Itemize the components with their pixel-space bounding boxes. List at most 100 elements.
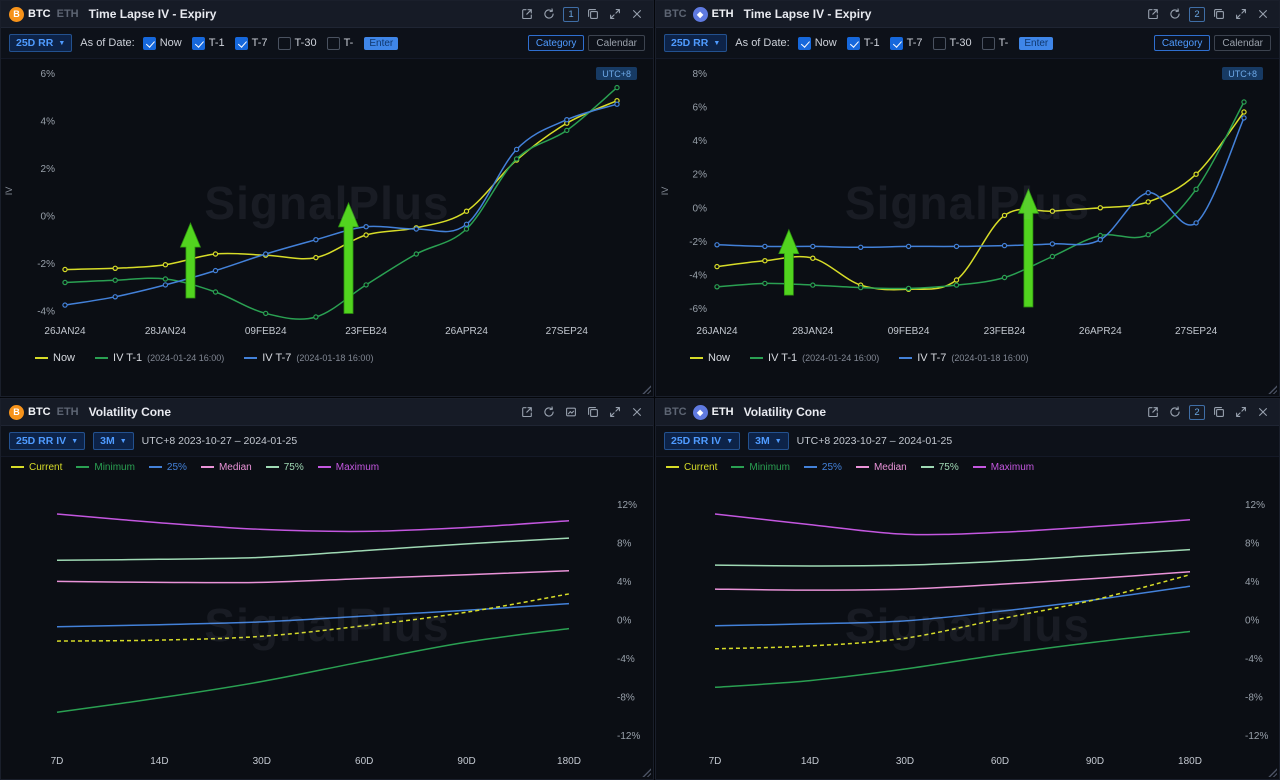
t-custom-input[interactable]: Enter xyxy=(364,36,399,50)
duplicate-icon[interactable] xyxy=(1211,404,1227,420)
refresh-icon[interactable] xyxy=(1167,404,1183,420)
coin-toggle-btc[interactable]: B BTC xyxy=(9,404,51,420)
time-lapse-iv-chart[interactable]: 6% 4% 2% 0% -2% -4% 26JAN24 28JAN24 09FEB24 23FEB… xyxy=(1,59,653,347)
coin-toggle-eth[interactable]: ◆ ETH xyxy=(692,404,734,420)
calendar-button[interactable]: Calendar xyxy=(588,35,645,51)
counter-badge[interactable]: 1 xyxy=(563,6,579,22)
legend-item-25-[interactable]: 25% xyxy=(803,462,842,473)
cone-chart-area[interactable]: 12% 8% 4% 0% -4% -8% -12% 7D 14D 30D 60D 90D 180D Si… xyxy=(656,477,1279,773)
save-image-icon[interactable] xyxy=(563,404,579,420)
rr-dropdown[interactable]: 25D RR ▼ xyxy=(9,34,73,52)
cone-chart-area[interactable]: 12% 8% 4% 0% -4% -8% -12% 7D 14D 30D 60D 90D 180D Si… xyxy=(1,477,653,773)
iv-chart-area[interactable]: 8% 6% 4% 2% 0% -2% -4% -6% 26JAN24 28JAN24 09FEB24… xyxy=(656,59,1279,347)
duplicate-icon[interactable] xyxy=(585,404,601,420)
close-icon[interactable] xyxy=(1255,6,1271,22)
svg-text:2%: 2% xyxy=(41,164,56,175)
legend-item-minimum[interactable]: Minimum xyxy=(731,462,790,473)
open-external-icon[interactable] xyxy=(1145,404,1161,420)
checkbox-box[interactable] xyxy=(846,36,860,50)
checkbox-t-1[interactable]: T-1 xyxy=(846,36,880,50)
checkbox-now[interactable]: Now xyxy=(797,36,837,50)
legend-item-75-[interactable]: 75% xyxy=(920,462,959,473)
svg-text:60D: 60D xyxy=(991,756,1009,767)
checkbox-box[interactable] xyxy=(932,36,946,50)
legend-item-current[interactable]: Current xyxy=(666,462,717,473)
duplicate-icon[interactable] xyxy=(1211,6,1227,22)
category-button[interactable]: Category xyxy=(527,35,585,51)
coin-toggle-btc[interactable]: BTC xyxy=(664,8,687,20)
resize-handle[interactable] xyxy=(642,768,651,777)
resize-handle[interactable] xyxy=(1268,385,1277,394)
open-external-icon[interactable] xyxy=(519,6,535,22)
checkbox-t-7[interactable]: T-7 xyxy=(234,36,268,50)
legend-item-iv-t-7[interactable]: IV T-7 (2024-01-18 16:00) xyxy=(244,352,373,364)
expand-icon[interactable] xyxy=(1233,404,1249,420)
legend-item-25-[interactable]: 25% xyxy=(148,462,187,473)
metric-dropdown[interactable]: 25D RR IV ▼ xyxy=(664,432,741,450)
checkbox-t-30[interactable]: T-30 xyxy=(277,36,317,50)
counter-badge[interactable]: 2 xyxy=(1189,404,1205,420)
legend-item-iv-t-1[interactable]: IV T-1 (2024-01-24 16:00) xyxy=(95,352,224,364)
checkbox-t-7[interactable]: T-7 xyxy=(889,36,923,50)
coin-toggle-btc[interactable]: B BTC xyxy=(9,6,51,22)
close-icon[interactable] xyxy=(629,404,645,420)
svg-text:IV: IV xyxy=(4,187,14,196)
refresh-icon[interactable] xyxy=(1167,6,1183,22)
checkbox-box[interactable] xyxy=(191,36,205,50)
time-lapse-iv-chart[interactable]: 8% 6% 4% 2% 0% -2% -4% -6% 26JAN24 28JAN24 09FEB24… xyxy=(656,59,1279,347)
expand-icon[interactable] xyxy=(607,404,623,420)
refresh-icon[interactable] xyxy=(541,6,557,22)
checkbox-box[interactable] xyxy=(326,36,340,50)
legend-item-maximum[interactable]: Maximum xyxy=(317,462,379,473)
expand-icon[interactable] xyxy=(607,6,623,22)
open-external-icon[interactable] xyxy=(519,404,535,420)
panel-header: B BTC ETH Volatility Cone xyxy=(1,399,653,426)
close-icon[interactable] xyxy=(1255,404,1271,420)
checkbox-box[interactable] xyxy=(981,36,995,50)
expand-icon[interactable] xyxy=(1233,6,1249,22)
tenor-dropdown[interactable]: 3M ▼ xyxy=(748,432,789,450)
iv-chart-area[interactable]: 6% 4% 2% 0% -2% -4% 26JAN24 28JAN24 09FEB24 23FEB… xyxy=(1,59,653,347)
coin-toggle-eth[interactable]: ETH xyxy=(57,406,79,418)
checkbox-label: T-30 xyxy=(949,37,972,49)
legend-item-75-[interactable]: 75% xyxy=(265,462,304,473)
checkbox-t-1[interactable]: T-1 xyxy=(191,36,225,50)
svg-text:09FEB24: 09FEB24 xyxy=(888,326,930,337)
legend-item-now[interactable]: Now xyxy=(690,352,730,364)
resize-handle[interactable] xyxy=(1268,768,1277,777)
legend-item-maximum[interactable]: Maximum xyxy=(972,462,1034,473)
legend-item-median[interactable]: Median xyxy=(200,462,252,473)
metric-dropdown[interactable]: 25D RR IV ▼ xyxy=(9,432,86,450)
rr-dropdown[interactable]: 25D RR ▼ xyxy=(664,34,728,52)
checkbox-box[interactable] xyxy=(889,36,903,50)
legend-item-median[interactable]: Median xyxy=(855,462,907,473)
checkbox-t-[interactable]: T- xyxy=(981,36,1008,50)
tenor-dropdown[interactable]: 3M ▼ xyxy=(93,432,134,450)
calendar-button[interactable]: Calendar xyxy=(1214,35,1271,51)
volatility-cone-chart[interactable]: 12% 8% 4% 0% -4% -8% -12% 7D 14D 30D 60D 90D 180D xyxy=(1,477,653,773)
volatility-cone-chart[interactable]: 12% 8% 4% 0% -4% -8% -12% 7D 14D 30D 60D 90D 180D xyxy=(656,477,1279,773)
coin-toggle-eth[interactable]: ◆ ETH xyxy=(692,6,734,22)
checkbox-box[interactable] xyxy=(797,36,811,50)
legend-item-minimum[interactable]: Minimum xyxy=(76,462,135,473)
checkbox-now[interactable]: Now xyxy=(142,36,182,50)
legend-item-iv-t-7[interactable]: IV T-7 (2024-01-18 16:00) xyxy=(899,352,1028,364)
t-custom-input[interactable]: Enter xyxy=(1019,36,1054,50)
counter-badge[interactable]: 2 xyxy=(1189,6,1205,22)
resize-handle[interactable] xyxy=(642,385,651,394)
checkbox-box[interactable] xyxy=(277,36,291,50)
legend-item-current[interactable]: Current xyxy=(11,462,62,473)
close-icon[interactable] xyxy=(629,6,645,22)
coin-toggle-btc[interactable]: BTC xyxy=(664,406,687,418)
checkbox-t-[interactable]: T- xyxy=(326,36,353,50)
duplicate-icon[interactable] xyxy=(585,6,601,22)
refresh-icon[interactable] xyxy=(541,404,557,420)
category-button[interactable]: Category xyxy=(1153,35,1211,51)
legend-item-iv-t-1[interactable]: IV T-1 (2024-01-24 16:00) xyxy=(750,352,879,364)
checkbox-t-30[interactable]: T-30 xyxy=(932,36,972,50)
checkbox-box[interactable] xyxy=(234,36,248,50)
coin-toggle-eth[interactable]: ETH xyxy=(57,8,79,20)
open-external-icon[interactable] xyxy=(1145,6,1161,22)
legend-item-now[interactable]: Now xyxy=(35,352,75,364)
checkbox-box[interactable] xyxy=(142,36,156,50)
